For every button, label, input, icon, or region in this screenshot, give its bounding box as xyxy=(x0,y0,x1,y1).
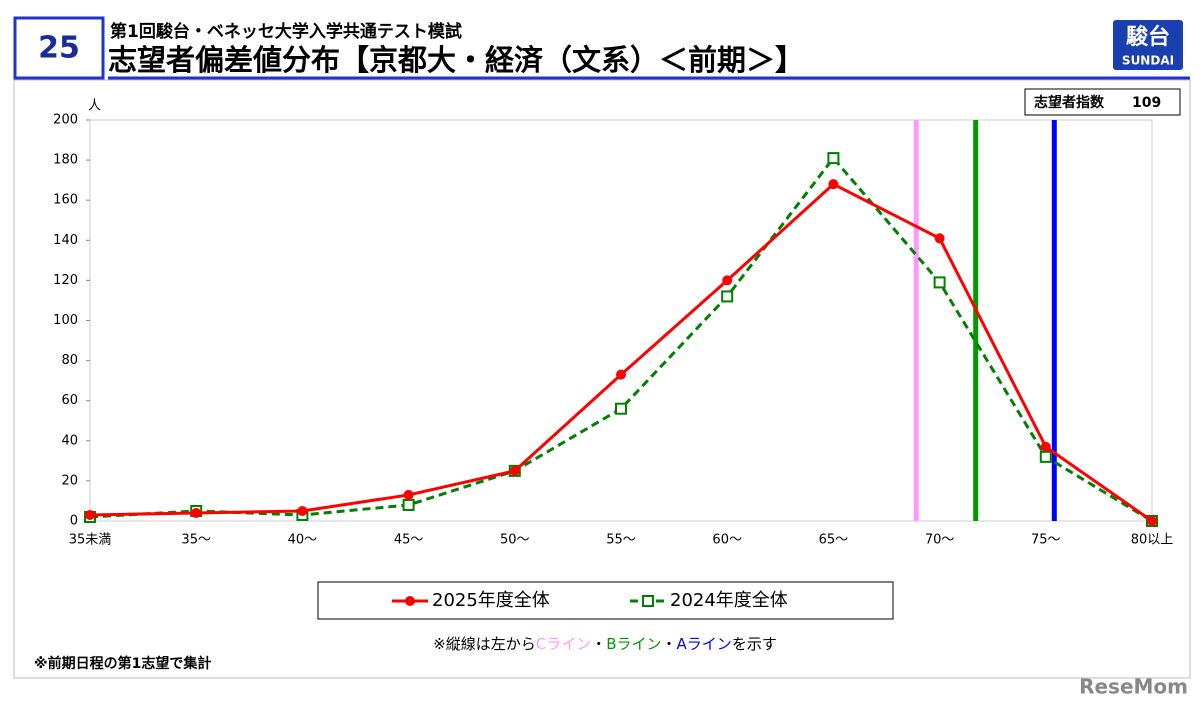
x-tick-label: 50～ xyxy=(500,533,530,548)
legend-label: 2025年度全体 xyxy=(432,590,550,611)
x-tick-label: 65～ xyxy=(819,533,849,548)
point xyxy=(402,498,415,511)
index-value: 109 xyxy=(1132,95,1161,111)
point xyxy=(722,275,733,286)
x-tick-label: 75～ xyxy=(1031,533,1061,548)
badge-box xyxy=(13,16,105,80)
y-tick-label: 200 xyxy=(53,113,78,128)
legend-marker xyxy=(405,596,415,606)
ref-label: Aライン xyxy=(677,635,732,653)
note-suffix: を示す xyxy=(732,635,777,653)
note-prefix: ※縦線は左から xyxy=(433,635,536,653)
note-separator: ・ xyxy=(662,635,677,653)
legend-label: 2024年度全体 xyxy=(670,590,788,611)
point xyxy=(616,369,626,380)
watermark: ReseMom xyxy=(1079,675,1188,699)
x-tick-label: 55～ xyxy=(606,533,636,548)
point xyxy=(1147,516,1157,526)
x-tick-label: 80以上 xyxy=(1131,533,1174,548)
footnote: ※前期日程の第1志望で集計 xyxy=(34,655,211,672)
y-unit: 人 xyxy=(88,99,101,114)
point xyxy=(191,507,202,518)
index-box xyxy=(1024,88,1181,116)
title: 志望者偏差値分布【京都大・経済（文系）＜前期＞】 xyxy=(108,43,804,77)
point xyxy=(1039,450,1052,463)
badge: 25 xyxy=(38,31,80,66)
note: ※縦線は左からCライン・Bライン・Aラインを示す xyxy=(433,635,777,653)
point xyxy=(827,152,840,165)
series-line xyxy=(89,182,1153,523)
y-tick-label: 160 xyxy=(53,193,78,208)
legend-box xyxy=(317,581,894,620)
x-tick-label: 40～ xyxy=(288,533,318,548)
point xyxy=(297,505,308,516)
y-tick-label: 20 xyxy=(61,473,78,488)
point xyxy=(1040,441,1051,452)
point xyxy=(721,290,734,303)
logo-box xyxy=(1113,20,1183,70)
note-separator: ・ xyxy=(591,635,606,653)
point xyxy=(934,233,945,244)
ref-label: Cライン xyxy=(536,635,591,653)
y-tick-label: 40 xyxy=(61,433,78,448)
point xyxy=(85,509,95,520)
logo-top: 駿台 xyxy=(1126,24,1170,50)
x-tick-label: 35～ xyxy=(181,533,211,548)
y-tick-label: 80 xyxy=(61,353,78,368)
ref-label: Bライン xyxy=(606,635,661,653)
point xyxy=(403,489,414,500)
y-tick-label: 180 xyxy=(53,153,78,168)
y-tick-label: 120 xyxy=(53,273,78,288)
logo-bottom: SUNDAI xyxy=(1122,54,1174,68)
index-label: 志望者指数 xyxy=(1034,94,1105,111)
x-tick-label: 70～ xyxy=(925,533,955,548)
x-tick-label: 35未満 xyxy=(69,533,112,548)
x-tick-label: 45～ xyxy=(394,533,424,548)
point xyxy=(509,465,520,476)
subtitle: 第1回駿台・ベネッセ大学入学共通テスト模試 xyxy=(110,21,462,42)
legend-marker xyxy=(642,595,654,607)
y-tick-label: 140 xyxy=(53,233,78,248)
plot-frame xyxy=(89,119,1153,522)
point xyxy=(933,276,946,289)
point xyxy=(615,402,627,415)
y-tick-label: 100 xyxy=(53,313,78,328)
y-tick-label: 0 xyxy=(70,514,78,529)
x-tick-label: 60～ xyxy=(712,533,742,548)
point xyxy=(828,179,839,190)
page-frame xyxy=(13,79,1191,679)
y-tick-label: 60 xyxy=(61,393,78,408)
